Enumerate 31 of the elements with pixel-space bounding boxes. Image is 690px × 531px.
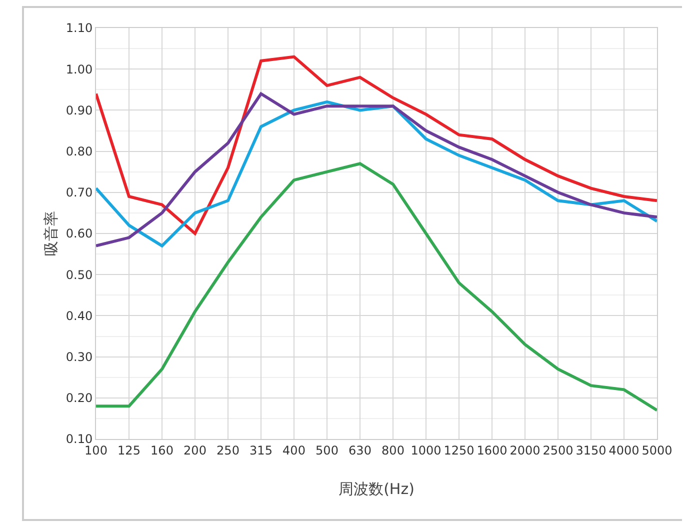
x-tick-label: 800 bbox=[382, 443, 404, 458]
x-tick-label: 3150 bbox=[576, 443, 606, 458]
x-tick-label: 630 bbox=[348, 443, 372, 458]
x-tick-label: 315 bbox=[250, 443, 272, 458]
x-tick-label: 5000 bbox=[642, 443, 672, 458]
y-tick-label: 0.50 bbox=[66, 268, 93, 282]
line-series bbox=[96, 55, 657, 235]
y-tick-label: 1.00 bbox=[66, 62, 93, 76]
x-tick-label: 400 bbox=[282, 443, 306, 458]
line-series bbox=[96, 162, 657, 412]
x-tick-label: 4000 bbox=[608, 443, 640, 458]
x-tick-label: 1000 bbox=[410, 443, 442, 458]
x-tick-label: 2500 bbox=[542, 443, 574, 458]
x-tick-label: 200 bbox=[184, 443, 206, 458]
y-tick-label: 1.10 bbox=[66, 21, 93, 36]
x-tick-label: 1250 bbox=[444, 443, 474, 458]
x-tick-label: 500 bbox=[316, 443, 338, 458]
y-tick-label: 0.70 bbox=[66, 186, 93, 200]
y-tick-label: 0.80 bbox=[66, 144, 93, 158]
x-tick-label: 250 bbox=[216, 443, 240, 458]
x-axis-title: 周波数(Hz) bbox=[338, 480, 414, 498]
y-axis-title: 吸音率 bbox=[42, 211, 60, 256]
y-tick-label: 0.60 bbox=[66, 226, 93, 241]
x-tick-label: 160 bbox=[150, 443, 174, 458]
y-tick-label: 0.20 bbox=[66, 391, 93, 406]
x-tick-label: 1600 bbox=[476, 443, 508, 458]
y-tick-label: 0.90 bbox=[66, 103, 93, 118]
y-tick-label: 0.30 bbox=[66, 350, 93, 364]
x-tick-label: 2000 bbox=[510, 443, 540, 458]
y-tick-label: 0.40 bbox=[66, 308, 93, 323]
x-tick-label: 125 bbox=[118, 443, 140, 458]
